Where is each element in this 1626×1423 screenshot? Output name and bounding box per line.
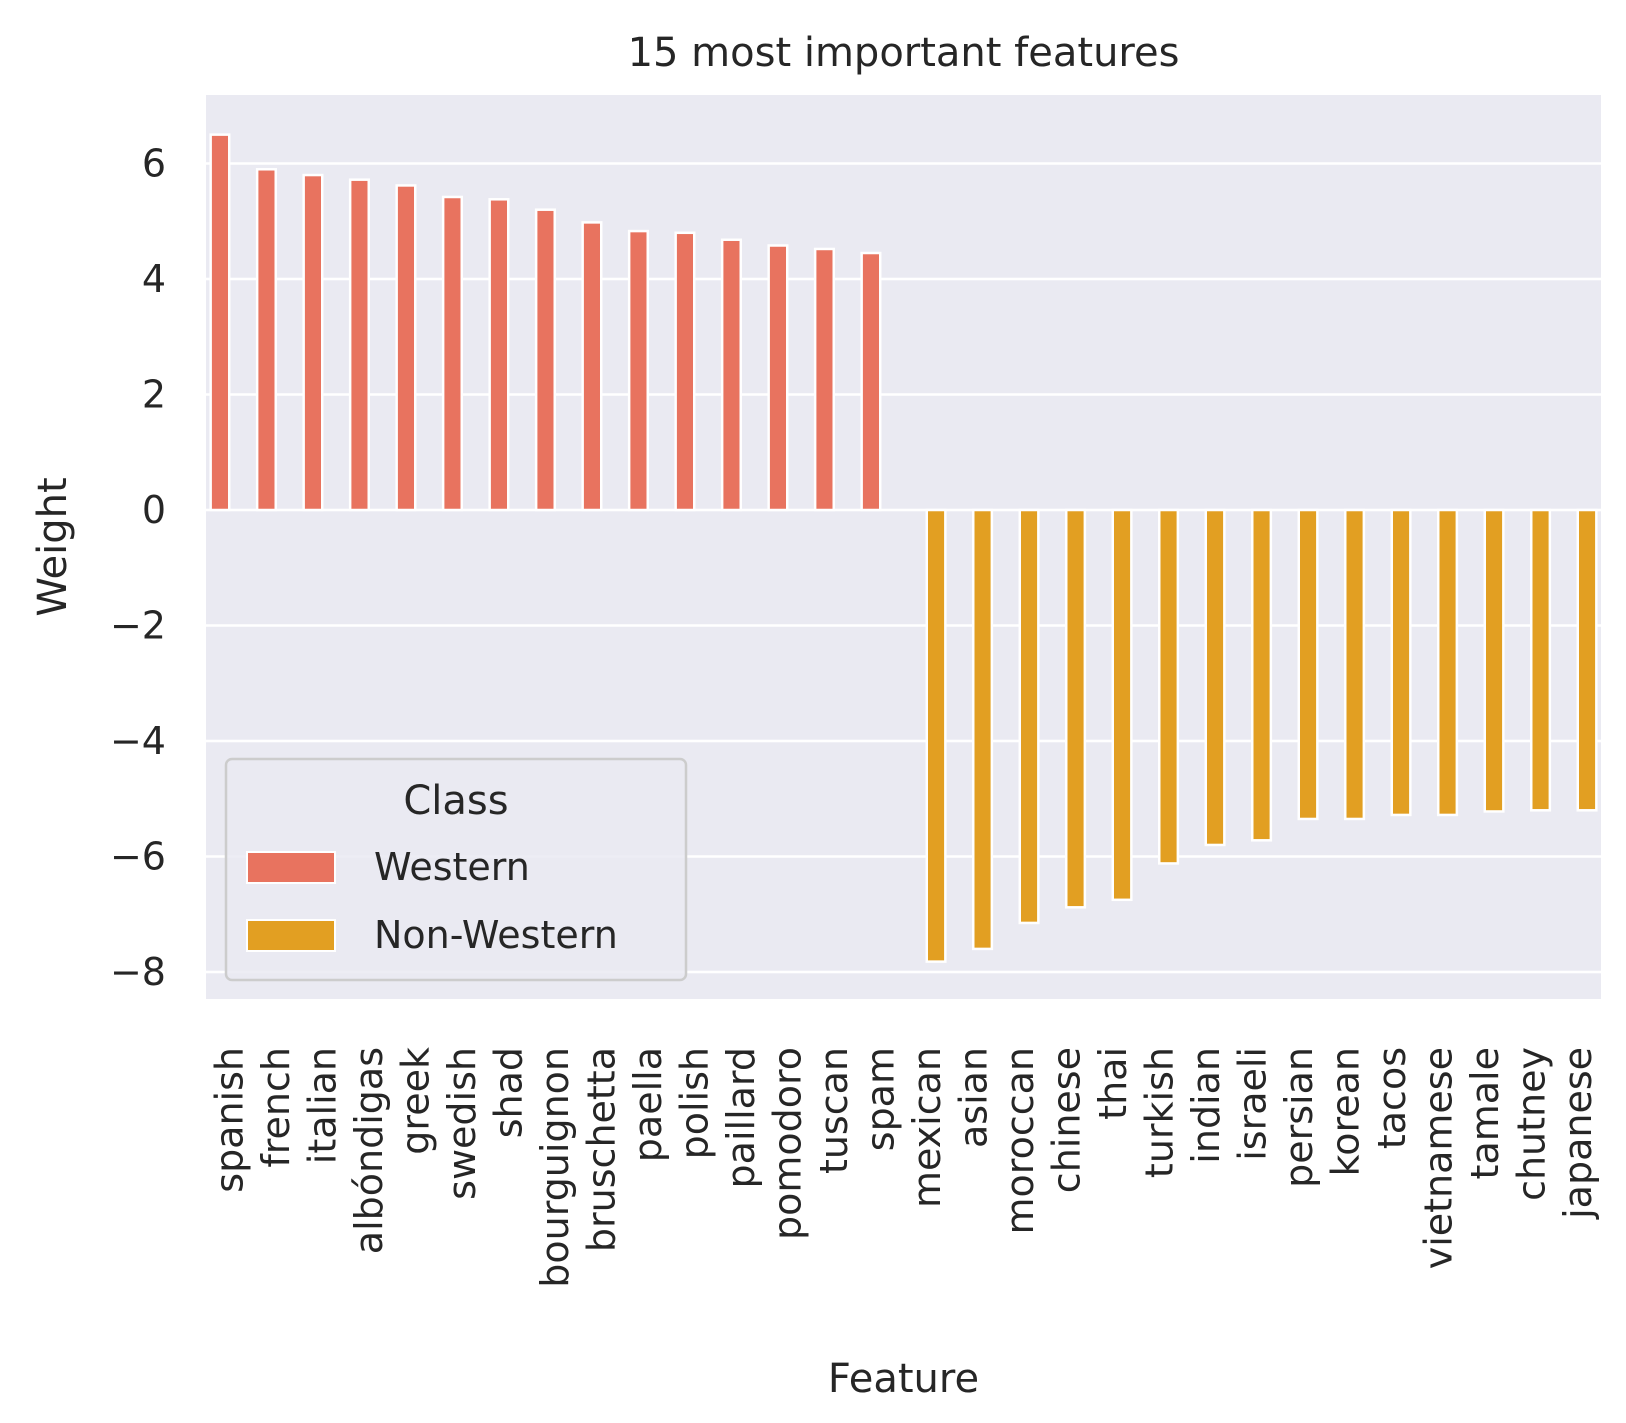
bar-persian — [1297, 508, 1319, 821]
x-tick-label: french — [254, 1047, 298, 1168]
x-tick-label: paillard — [719, 1047, 763, 1188]
x-tick-label: vietnamese — [1416, 1047, 1460, 1269]
bar-turkish — [1158, 508, 1180, 865]
x-tick-label: japanese — [1556, 1047, 1600, 1220]
bar-swedish — [441, 195, 463, 512]
bar-italian — [302, 173, 324, 512]
x-tick-label: tuscan — [812, 1047, 856, 1174]
x-tick-label: pomodoro — [765, 1047, 809, 1240]
x-tick-label: bourguignon — [533, 1047, 577, 1288]
x-tick-label: turkish — [1137, 1047, 1181, 1178]
bar-polish — [674, 231, 696, 512]
x-tick-label: thai — [1091, 1047, 1135, 1120]
bar-french — [255, 168, 277, 512]
bar-japanese — [1576, 508, 1598, 812]
y-tick-label: −8 — [110, 950, 166, 994]
chart-title: 15 most important features — [628, 30, 1180, 76]
x-axis-label: Feature — [828, 1356, 979, 1402]
bar-israeli — [1251, 508, 1273, 842]
bar-paillard — [720, 238, 743, 512]
legend-swatch-non-western — [246, 919, 336, 952]
bar-tamale — [1483, 508, 1505, 813]
x-tick-label: korean — [1323, 1047, 1367, 1176]
x-tick-label: shad — [486, 1047, 530, 1138]
x-tick-label: chinese — [1044, 1047, 1088, 1193]
legend-label-non-western: Non-Western — [374, 913, 618, 957]
y-tick-label: 2 — [142, 373, 166, 417]
bar-chutney — [1530, 508, 1552, 812]
x-tick-label: polish — [672, 1047, 716, 1159]
x-tick-label: albóndigas — [347, 1047, 391, 1254]
bars — [209, 133, 1598, 963]
x-tick-label: persian — [1277, 1047, 1321, 1188]
x-tick-labels: spanish french italian albóndigas greek swedi… — [207, 1047, 1600, 1288]
x-tick-label: israeli — [1230, 1047, 1274, 1161]
y-tick-label: −2 — [110, 604, 166, 648]
bar-spam — [860, 251, 882, 512]
x-tick-label: moroccan — [998, 1047, 1042, 1234]
x-tick-label: asian — [951, 1047, 995, 1148]
x-tick-label: paella — [626, 1047, 670, 1162]
bar-chinese — [1065, 508, 1087, 909]
bar-indian — [1204, 508, 1226, 847]
bar-vietnamese — [1437, 508, 1459, 817]
x-tick-label: indian — [1184, 1047, 1228, 1164]
bar-moroccan — [1018, 508, 1040, 925]
x-tick-label: tacos — [1370, 1047, 1414, 1149]
legend-label-western: Western — [374, 845, 530, 889]
x-tick-label: spanish — [207, 1047, 251, 1193]
y-tick-labels: 6 4 2 0 −2 −4 −6 −8 — [110, 142, 166, 995]
bar-korean — [1344, 508, 1366, 821]
x-tick-label: swedish — [440, 1047, 484, 1200]
bar-paella — [627, 229, 650, 512]
x-tick-label: bruschetta — [579, 1047, 623, 1252]
bar-bourguignon — [534, 208, 557, 512]
legend: Class Western Non-Western — [224, 757, 688, 982]
legend-title: Class — [403, 778, 508, 824]
y-tick-label: 6 — [142, 142, 166, 186]
bar-bruschetta — [581, 221, 603, 512]
y-tick-label: 4 — [142, 257, 166, 301]
y-tick-label: 0 — [142, 488, 166, 532]
bar-thai — [1111, 508, 1133, 902]
y-tick-label: −4 — [110, 719, 166, 763]
bar-shad — [488, 198, 510, 512]
bar-greek — [395, 184, 417, 512]
bar-pomodoro — [767, 244, 789, 512]
bar-tacos — [1390, 508, 1412, 817]
bar-spanish — [209, 133, 231, 512]
y-axis-label: Weight — [30, 477, 76, 616]
x-tick-label: tamale — [1463, 1047, 1507, 1179]
bar-asian — [972, 508, 994, 951]
x-tick-label: spam — [858, 1047, 902, 1151]
y-tick-label: −6 — [110, 835, 166, 879]
legend-swatch-western — [246, 851, 336, 884]
x-tick-label: greek — [393, 1047, 437, 1155]
x-tick-label: italian — [300, 1047, 344, 1164]
bar-albóndigas — [348, 178, 370, 512]
x-tick-label: chutney — [1509, 1047, 1553, 1201]
bar-mexican — [925, 508, 947, 963]
legend-box — [224, 757, 688, 982]
bar-tuscan — [813, 247, 836, 512]
x-tick-label: mexican — [905, 1047, 949, 1208]
